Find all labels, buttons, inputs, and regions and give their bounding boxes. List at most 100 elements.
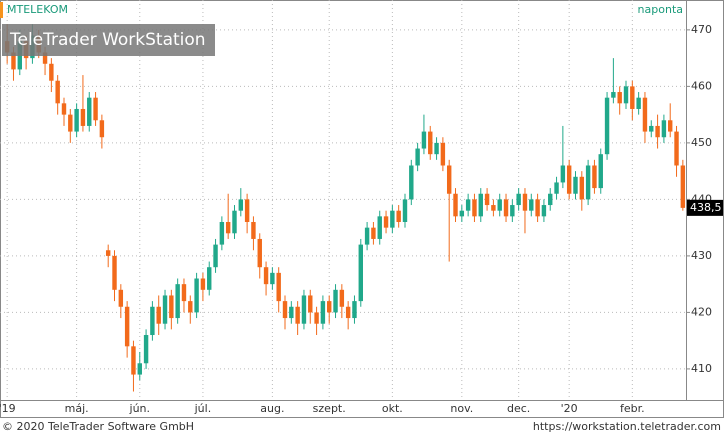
candle-body [642, 97, 648, 132]
candle-body [592, 165, 597, 189]
candle-body [200, 278, 206, 290]
candle-body [93, 97, 98, 121]
candle-body [270, 272, 275, 285]
candle-body [295, 306, 300, 324]
candle-body [175, 284, 180, 319]
candle-body [80, 108, 86, 126]
chart-subtitle: naponta [638, 3, 683, 16]
candle-body [289, 306, 294, 319]
candle-body [251, 221, 256, 239]
candle-body [383, 216, 389, 228]
candle-body [327, 301, 332, 313]
candle-body [396, 210, 401, 222]
candle-body [87, 97, 92, 126]
candle-body [440, 142, 446, 166]
x-tick-label: '19 [0, 402, 16, 415]
candle-body [156, 306, 161, 324]
candle-body [390, 210, 395, 228]
candle-body [453, 193, 458, 217]
candle-body [377, 216, 382, 239]
candle-body [402, 199, 408, 222]
candle-body [238, 199, 244, 211]
y-tick-label: 450 [691, 136, 712, 149]
y-tick-label: 410 [691, 362, 712, 375]
candle-body [680, 165, 686, 208]
candle-body [263, 267, 269, 285]
candle-body [611, 92, 616, 98]
candle-body [560, 165, 566, 183]
candle-body [465, 199, 471, 211]
candle-body [516, 193, 521, 206]
candle-body [598, 154, 603, 189]
candle-body [636, 97, 641, 109]
candle-body [314, 312, 319, 324]
candle-body [99, 120, 105, 138]
candle-body [668, 120, 673, 132]
x-tick-label: dec. [507, 402, 530, 415]
candle-body [55, 80, 60, 104]
candle-body [484, 193, 490, 206]
candle-body [112, 255, 117, 290]
candle-body [529, 199, 534, 211]
x-tick-label: máj. [65, 402, 89, 415]
candle-body [661, 120, 667, 138]
candle-body [358, 244, 363, 302]
candle-body [535, 199, 540, 217]
x-tick-label: febr. [620, 402, 645, 415]
candle-body [421, 131, 427, 149]
candle-body [188, 301, 193, 313]
candle-body [352, 301, 357, 319]
x-tick-label: júl. [194, 402, 212, 415]
candle-body [232, 210, 237, 234]
candle-body [459, 210, 465, 217]
candle-body [257, 238, 262, 268]
candle-body [649, 125, 654, 132]
candle-body [428, 131, 433, 155]
candle-body [579, 176, 585, 200]
candle-body [118, 289, 124, 307]
candle-body [11, 52, 16, 70]
candle-body [150, 306, 155, 336]
candle-body [522, 193, 528, 211]
candle-body [491, 205, 496, 211]
watermark-box [2, 24, 215, 56]
candle-body [131, 346, 136, 375]
y-tick-label: 460 [691, 79, 712, 92]
candle-body [434, 142, 439, 155]
candle-body [219, 221, 225, 245]
candle-body [124, 306, 130, 347]
candle-body [503, 199, 509, 217]
x-tick-label: nov. [450, 402, 473, 415]
candle-body [409, 165, 414, 200]
candle-body [207, 267, 212, 290]
candle-body [566, 165, 572, 194]
candle-body [585, 165, 591, 200]
candle-body [655, 125, 660, 138]
candle-body [68, 114, 73, 132]
candle-body [497, 199, 502, 211]
footer-right: https://workstation.teletrader.com [533, 420, 721, 433]
candle-body [49, 63, 54, 81]
candle-body [472, 199, 477, 217]
x-tick-label: szept. [313, 402, 346, 415]
y-tick-label: 470 [691, 23, 712, 36]
candle-body [674, 131, 679, 166]
candle-body [623, 86, 629, 104]
x-tick-label: okt. [382, 402, 403, 415]
candle-body [42, 52, 48, 64]
candle-body [345, 306, 351, 319]
candle-body [244, 199, 250, 222]
candle-body [105, 250, 111, 256]
candle-body [74, 108, 79, 132]
x-tick-label: '20 [561, 402, 578, 415]
symbol-marker [0, 2, 3, 18]
watermark: TeleTrader WorkStation [9, 30, 206, 50]
candle-body [617, 92, 622, 104]
candle-body [446, 165, 452, 194]
candle-body [308, 295, 313, 313]
candle-body [604, 97, 610, 155]
candle-body [276, 272, 281, 302]
candle-body [162, 295, 168, 324]
x-tick-label: aug. [260, 402, 284, 415]
candle-body [282, 301, 288, 319]
